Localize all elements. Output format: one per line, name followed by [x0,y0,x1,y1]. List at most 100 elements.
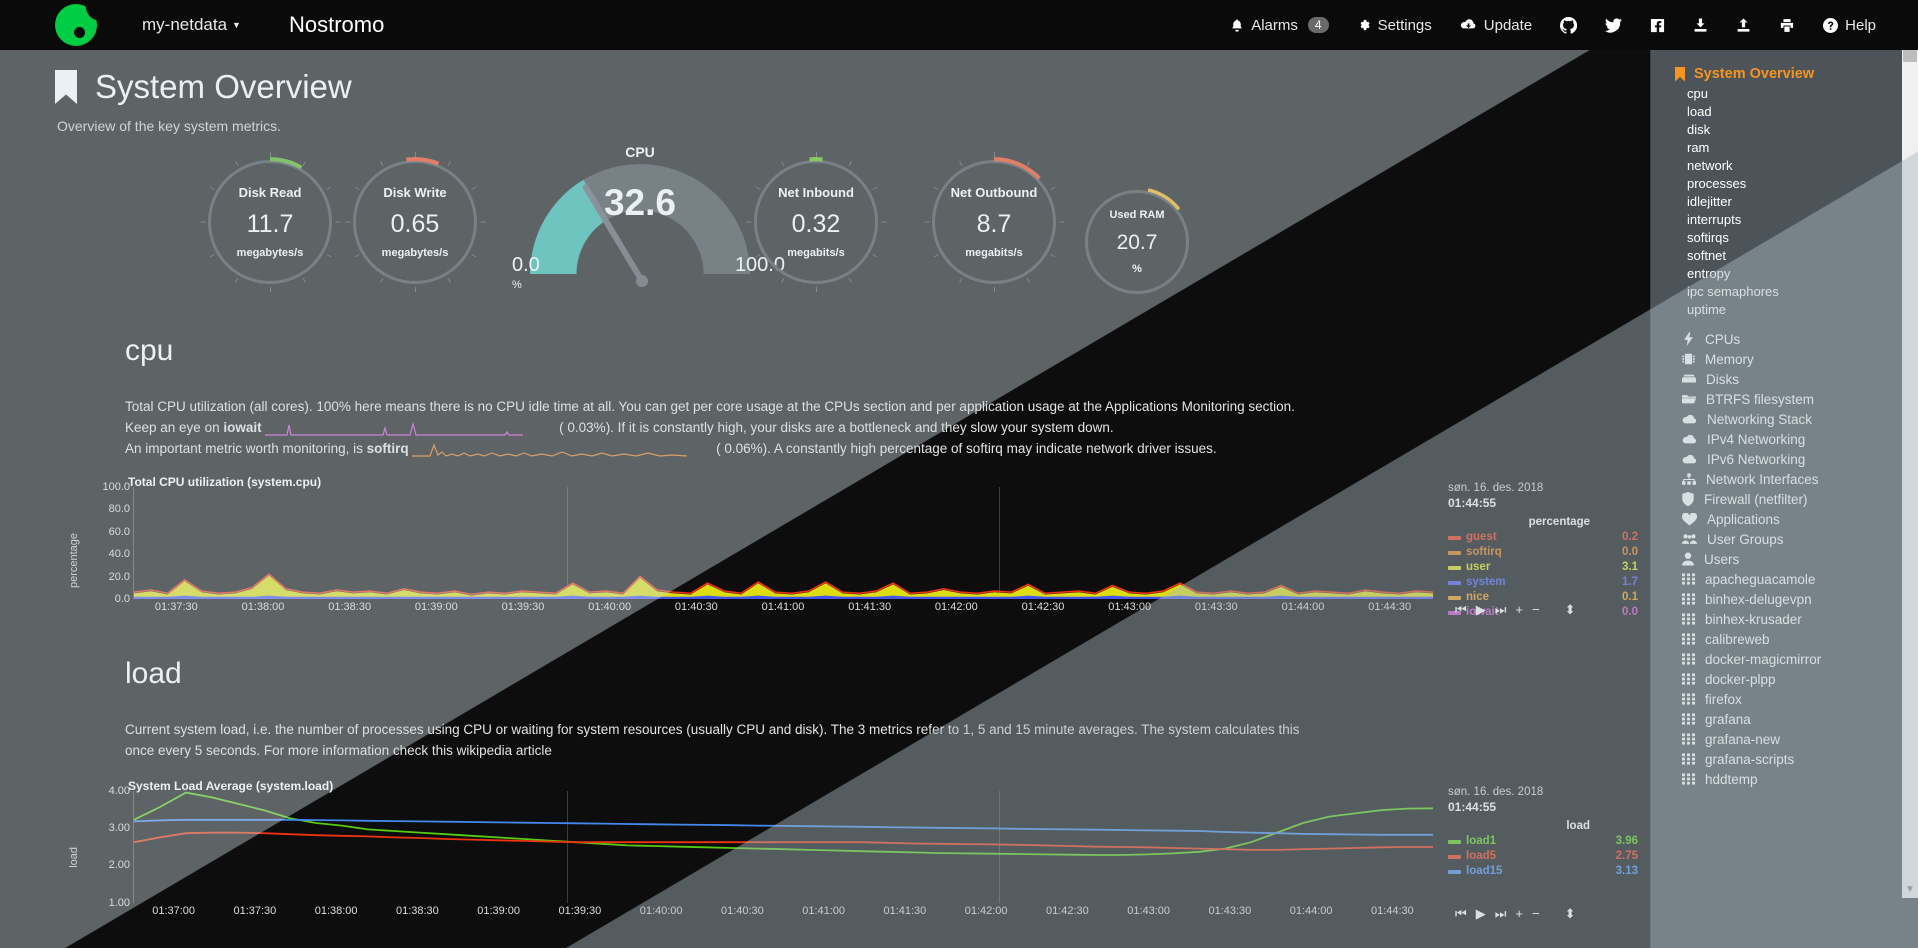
sidebar-item-ipv4-networking[interactable]: IPv4 Networking [1651,429,1918,449]
sidebar-subitem-interrupts[interactable]: interrupts [1687,211,1742,227]
help-button[interactable]: Help [1809,0,1890,50]
sidebar-item-firefox[interactable]: firefox [1651,689,1918,709]
sidebar-subitem-network[interactable]: network [1687,157,1733,173]
sidebar-item-memory[interactable]: Memory [1651,349,1918,369]
alarms-button[interactable]: Alarms 4 [1216,0,1342,50]
folder-open-icon [1682,393,1696,405]
github-icon [1560,16,1578,34]
sidebar-item-calibreweb[interactable]: calibreweb [1651,629,1918,649]
sidebar-item-users[interactable]: Users [1651,549,1918,569]
facebook-button[interactable] [1636,0,1679,50]
sidebar-item-btrfs-filesystem[interactable]: BTRFS filesystem [1651,389,1918,409]
sidebar-subitem-softnet[interactable]: softnet [1687,247,1727,263]
legend-row[interactable]: load5 2.75 [1448,849,1638,864]
chart-zoom-in-button[interactable]: + [1515,602,1523,617]
chart-forward-button[interactable]: ⏭ [1494,906,1507,921]
github-button[interactable] [1546,0,1591,50]
sidebar-item-apacheguacamole[interactable]: apacheguacamole [1651,569,1918,589]
chart-system-cpu[interactable]: Total CPU utilization (system.cpu) perce… [0,475,1650,625]
sidebar-item-grafana-scripts[interactable]: grafana-scripts [1651,749,1918,769]
sidebar-item-grafana-new[interactable]: grafana-new [1651,729,1918,749]
chart-zoom-in-button[interactable]: + [1515,906,1523,921]
sidebar-subitem-ipc-semaphores[interactable]: ipc semaphores [1687,283,1779,299]
chart-backward-button[interactable]: ⏮ [1455,906,1467,921]
sidebar-subitem-disk[interactable]: disk [1687,121,1711,137]
gauge-cpu[interactable]: CPU 32.6 0.0 100.0 % [512,144,785,314]
sidebar-item-docker-magicmirror[interactable]: docker-magicmirror [1651,649,1918,669]
legend-row[interactable]: load15 3.13 [1448,864,1638,879]
chart-ylabel: percentage [68,533,80,589]
gauge-net-inbound[interactable]: Net Inbound 0.32 megabits/s [746,152,887,292]
page-scrollbar[interactable]: ▲ ▼ [1902,0,1918,898]
chart-plot-area[interactable] [133,487,1433,599]
gauge-ticks [746,152,887,292]
host-menu-button[interactable]: my-netdata ▼ [142,15,241,35]
sidebar-item-grafana[interactable]: grafana [1651,709,1918,729]
gauge-disk-write[interactable]: Disk Write 0.65 megabytes/s [345,152,486,292]
sidebar-item-hddtemp[interactable]: hddtemp [1651,769,1918,789]
sidebar-subitem-ram[interactable]: ram [1687,139,1710,155]
sidebar-subitem-uptime[interactable]: uptime [1687,301,1727,317]
xtick: 01:41:00 [761,601,805,613]
sidebar-item-disks[interactable]: Disks [1651,369,1918,389]
series-user-area [134,575,1433,599]
chart-system-load[interactable]: System Load Average (system.load) load 4… [0,779,1650,929]
gauge-used-ram[interactable]: Used RAM 20.7 % [1082,187,1192,297]
cpu-desc-3-open: ( [716,441,721,456]
print-button[interactable] [1765,0,1809,50]
chart-yaxis: 4.00 3.00 2.00 1.00 [86,785,130,909]
legend-row[interactable]: user 3.1 [1448,560,1638,575]
xtick: 01:40:00 [588,601,632,613]
legend-row[interactable]: load1 3.96 [1448,834,1638,849]
chart-zoom-out-button[interactable]: − [1532,906,1540,921]
sidebar-item-networking-stack[interactable]: Networking Stack [1651,409,1918,429]
scroll-down-icon[interactable]: ▼ [1905,884,1915,895]
netdata-logo-icon[interactable] [55,4,97,46]
sidebar-subitem-load[interactable]: load [1687,103,1712,119]
chart-zoom-out-button[interactable]: − [1532,602,1540,617]
xtick: 01:37:30 [154,601,198,613]
sidebar-item-system-overview[interactable]: System Overview [1651,64,1918,84]
export-button[interactable] [1722,0,1765,50]
chart-play-button[interactable]: ▶ [1475,906,1486,921]
sidebar-item-docker-plpp[interactable]: docker-plpp [1651,669,1918,689]
legend-row[interactable]: system 1.7 [1448,575,1638,590]
cloud-icon [1682,434,1697,445]
legend-row[interactable]: guest 0.2 [1448,530,1638,545]
legend-row[interactable]: softirq 0.0 [1448,545,1638,560]
chart-backward-button[interactable]: ⏮ [1455,602,1467,617]
legend-unit: percentage [1528,516,1590,528]
sidebar-item-binhex-delugevpn[interactable]: binhex-delugevpn [1651,589,1918,609]
import-button[interactable] [1679,0,1722,50]
legend-value: 1.7 [1622,576,1638,588]
chart-resize-handle-icon[interactable]: ⬍ [1564,906,1576,921]
chart-resize-handle-icon[interactable]: ⬍ [1564,602,1576,617]
sidebar-item-firewall-netfilter[interactable]: Firewall (netfilter) [1651,489,1918,509]
sidebar-subitem-entropy[interactable]: entropy [1687,265,1731,281]
sidebar-item-cpus[interactable]: CPUs [1651,329,1918,349]
ytick: 60.0 [108,525,130,538]
gauge-disk-read[interactable]: Disk Read 11.7 megabytes/s [200,152,341,292]
sidebar-item-label: docker-plpp [1705,671,1776,687]
sidebar-subitem-idlejitter[interactable]: idlejitter [1687,193,1732,209]
sidebar-item-ipv6-networking[interactable]: IPv6 Networking [1651,449,1918,469]
top-navbar: my-netdata ▼ Nostromo Alarms 4 Settings U… [0,0,1918,50]
right-sidebar[interactable]: System Overview cpu load disk ram network pro… [1650,50,1918,948]
sidebar-subitem-softirqs[interactable]: softirqs [1687,229,1729,245]
xtick: 01:44:30 [1368,601,1412,613]
twitter-button[interactable] [1591,0,1636,50]
chart-plot-area[interactable] [133,791,1433,903]
update-button[interactable]: Update [1446,0,1546,50]
sidebar-item-user-groups[interactable]: User Groups [1651,529,1918,549]
sidebar-subitem-cpu[interactable]: cpu [1687,85,1708,101]
chart-forward-button[interactable]: ⏭ [1494,602,1507,617]
legend-row[interactable]: nice 0.1 [1448,590,1638,605]
sidebar-item-applications[interactable]: Applications [1651,509,1918,529]
sidebar-item-network-interfaces[interactable]: Network Interfaces [1651,469,1918,489]
legend-row[interactable]: iowait 0.0 [1448,605,1638,620]
sidebar-subitem-processes[interactable]: processes [1687,175,1747,191]
gauge-net-outbound[interactable]: Net Outbound 8.7 megabits/s [924,152,1065,292]
settings-button[interactable]: Settings [1343,0,1446,50]
chart-play-button[interactable]: ▶ [1475,602,1486,617]
sidebar-item-binhex-krusader[interactable]: binhex-krusader [1651,609,1918,629]
